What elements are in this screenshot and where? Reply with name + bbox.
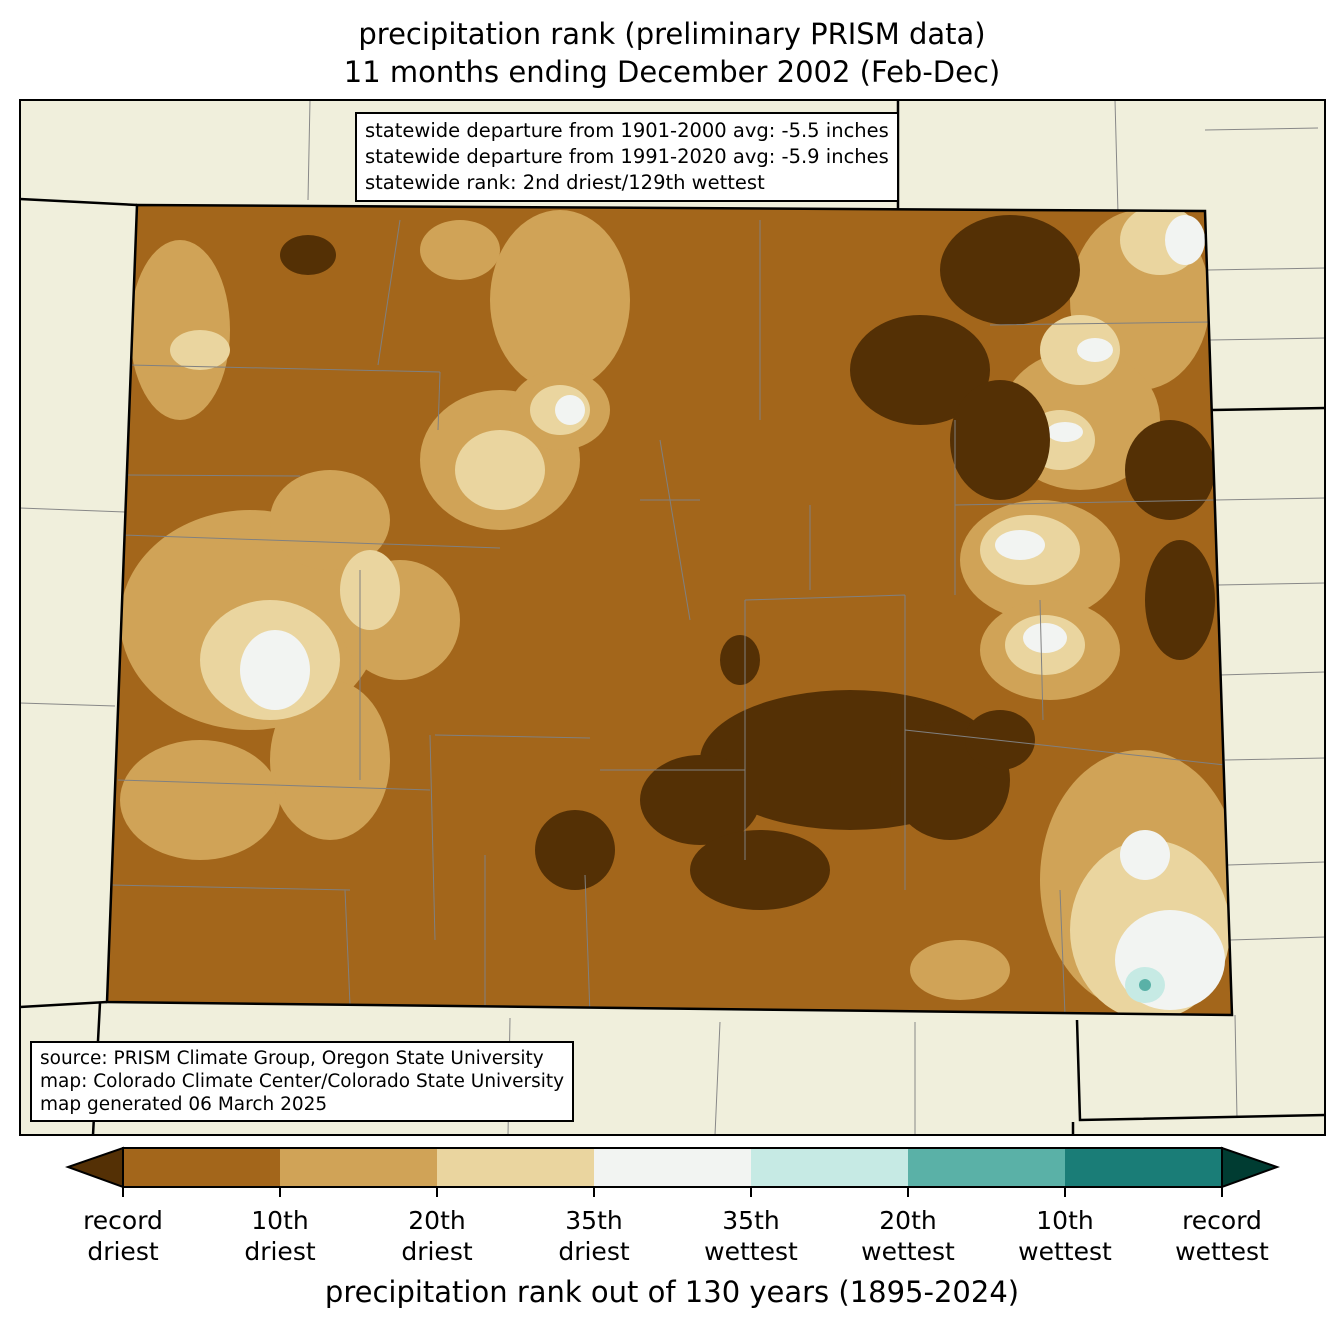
tick-label-line: wettest bbox=[1175, 1237, 1269, 1266]
tick-label-line: wettest bbox=[861, 1237, 955, 1266]
colorbar-tick-label: 35th driest bbox=[524, 1205, 664, 1267]
source-line: map generated 06 March 2025 bbox=[40, 1094, 328, 1115]
colorbar-cell bbox=[437, 1148, 595, 1187]
source-box: source: PRISM Climate Group, Oregon Stat… bbox=[30, 1041, 575, 1122]
tick-label-line: 35th bbox=[565, 1206, 623, 1235]
colorbar-tick-label: record driest bbox=[53, 1205, 193, 1267]
colorbar-tick-label: 20th wettest bbox=[838, 1205, 978, 1267]
stats-line: statewide rank: 2nd driest/129th wettest bbox=[365, 171, 765, 194]
tick-label-line: 35th bbox=[722, 1206, 780, 1235]
tick-label-line: 20th bbox=[879, 1206, 937, 1235]
map-frame bbox=[19, 99, 1326, 1136]
colorado-border bbox=[105, 203, 1234, 1017]
colorbar-axis-label: precipitation rank out of 130 years (189… bbox=[324, 1275, 1020, 1309]
map-title-line2: 11 months ending December 2002 (Feb-Dec) bbox=[343, 55, 1001, 89]
tick-label-line: wettest bbox=[704, 1237, 798, 1266]
source-line: source: PRISM Climate Group, Oregon Stat… bbox=[40, 1048, 544, 1069]
colorbar-cell bbox=[280, 1148, 438, 1187]
stats-line: statewide departure from 1901-2000 avg: … bbox=[365, 119, 889, 142]
statewide-stats-box: statewide departure from 1901-2000 avg: … bbox=[355, 112, 899, 202]
colorbar-tick-label: 35th wettest bbox=[681, 1205, 821, 1267]
source-line: map: Colorado Climate Center/Colorado St… bbox=[40, 1071, 565, 1092]
tick-label-line: driest bbox=[401, 1237, 473, 1266]
tick-label-line: 10th bbox=[1036, 1206, 1094, 1235]
colorbar-tick-label: 10th wettest bbox=[995, 1205, 1135, 1267]
colorbar bbox=[65, 1146, 1280, 1197]
colorbar-tick-label: 10th driest bbox=[210, 1205, 350, 1267]
colorbar-tick-label: 20th driest bbox=[367, 1205, 507, 1267]
colorbar-tick-label: record wettest bbox=[1152, 1205, 1292, 1267]
tick-label-line: 10th bbox=[251, 1206, 309, 1235]
tick-label-line: 20th bbox=[408, 1206, 466, 1235]
tick-label-line: driest bbox=[87, 1237, 159, 1266]
colorbar-cell bbox=[751, 1148, 909, 1187]
colorbar-cell bbox=[594, 1148, 752, 1187]
map-title-line1: precipitation rank (preliminary PRISM da… bbox=[358, 17, 986, 51]
stats-line: statewide departure from 1991-2020 avg: … bbox=[365, 145, 889, 168]
tick-label-line: record bbox=[1182, 1206, 1262, 1235]
colorbar-cell bbox=[123, 1148, 281, 1187]
colorbar-cell bbox=[1065, 1148, 1223, 1187]
tick-label-line: driest bbox=[558, 1237, 630, 1266]
tick-label-line: wettest bbox=[1018, 1237, 1112, 1266]
rank-field bbox=[107, 205, 1232, 1015]
tick-label-line: record bbox=[83, 1206, 163, 1235]
tick-label-line: driest bbox=[244, 1237, 316, 1266]
colorbar-cell bbox=[908, 1148, 1066, 1187]
